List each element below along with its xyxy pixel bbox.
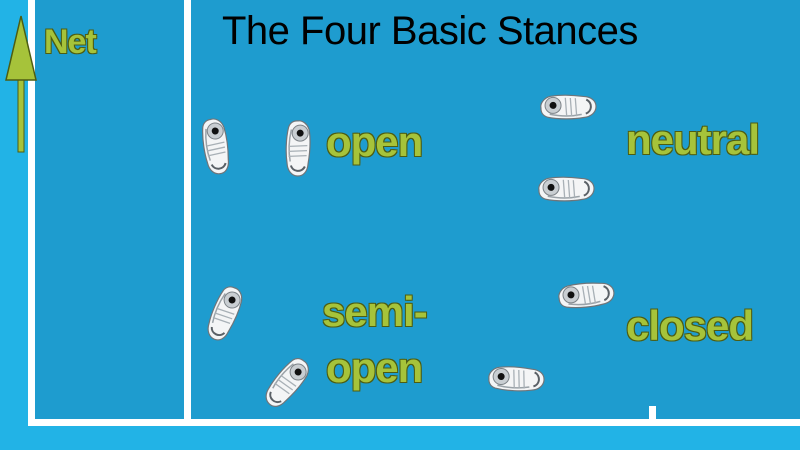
shoe-print-icon — [283, 119, 313, 178]
court-sideline — [28, 0, 35, 426]
court-surface — [28, 0, 800, 422]
diagram-title: The Four Basic Stances — [222, 9, 638, 53]
semi-open-stance-label-line2: open — [326, 344, 423, 391]
neutral-stance-label: neutral — [626, 116, 760, 163]
court-baseline — [28, 419, 800, 426]
court-center-mark — [649, 406, 656, 422]
court-singles-line — [184, 0, 191, 426]
up-arrow-icon — [5, 15, 37, 153]
shoe-print-icon — [539, 93, 598, 121]
semi-open-stance-label-line1: semi- — [322, 288, 428, 335]
open-stance-label: open — [326, 118, 423, 165]
net-label: Net — [44, 23, 97, 61]
closed-stance-label: closed — [626, 302, 754, 349]
shoe-print-icon — [537, 175, 596, 203]
